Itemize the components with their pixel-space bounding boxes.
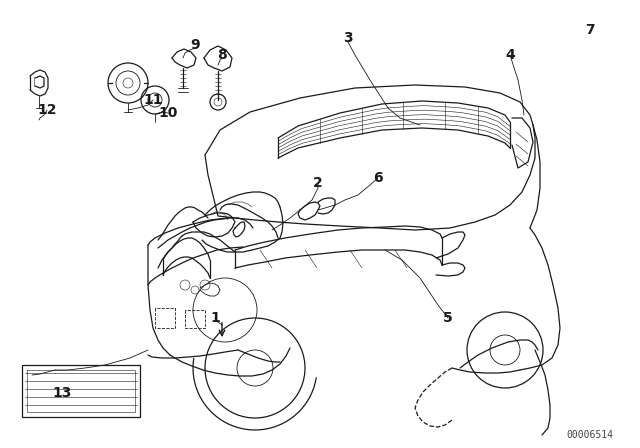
Text: 1: 1 [210, 311, 220, 325]
Text: 6: 6 [373, 171, 383, 185]
Text: 2: 2 [313, 176, 323, 190]
Text: 00006514: 00006514 [566, 430, 614, 440]
Text: 8: 8 [217, 48, 227, 62]
Text: 4: 4 [505, 48, 515, 62]
Text: 9: 9 [190, 38, 200, 52]
Text: 7: 7 [585, 23, 595, 37]
Text: 5: 5 [443, 311, 453, 325]
Bar [22, 365, 140, 417]
Text: 11: 11 [143, 93, 163, 107]
Text: 12: 12 [37, 103, 57, 117]
Text: 3: 3 [343, 31, 353, 45]
Text: 13: 13 [52, 386, 72, 400]
Text: 10: 10 [158, 106, 178, 120]
